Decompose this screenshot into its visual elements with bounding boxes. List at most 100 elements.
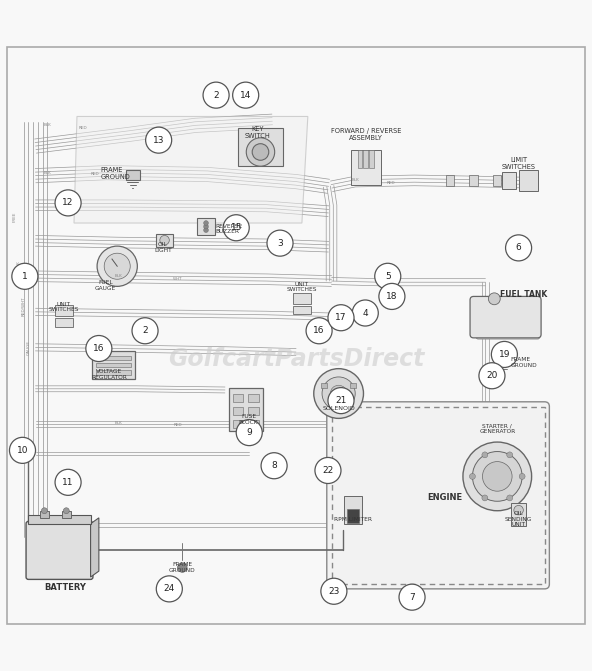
Text: WHT: WHT (173, 277, 182, 281)
Text: 5: 5 (385, 272, 391, 280)
Text: BATTERY: BATTERY (44, 582, 86, 592)
Bar (248, 393, 259, 402)
Bar (197, 217, 215, 236)
Bar (92, 351, 135, 379)
Text: 16: 16 (93, 344, 105, 353)
Text: 1: 1 (22, 272, 28, 280)
Text: VOLTAGE
REGULATOR: VOLTAGE REGULATOR (92, 369, 127, 380)
Text: 9: 9 (246, 428, 252, 437)
Text: STARTER /
GENERATOR: STARTER / GENERATOR (479, 423, 516, 434)
Bar (238, 128, 283, 166)
Bar (363, 150, 368, 168)
Bar (233, 407, 243, 415)
Text: OIL
SENDING
UNIT: OIL SENDING UNIT (505, 511, 532, 527)
Text: GolfcartPartsDirect: GolfcartPartsDirect (168, 347, 424, 371)
Text: FRAME
GROUND: FRAME GROUND (169, 562, 195, 573)
Circle shape (399, 584, 425, 610)
Text: 18: 18 (386, 292, 398, 301)
Bar (498, 354, 511, 363)
Circle shape (55, 190, 81, 216)
Bar (293, 293, 311, 304)
Bar (502, 172, 516, 189)
Bar (351, 150, 381, 185)
Bar (248, 407, 259, 415)
Text: 10: 10 (17, 446, 28, 455)
Text: 13: 13 (153, 136, 165, 145)
Text: BLK: BLK (43, 123, 52, 127)
Text: 14: 14 (240, 91, 252, 100)
Text: 21: 21 (335, 396, 347, 405)
Text: BLK: BLK (114, 274, 123, 278)
Bar (55, 305, 73, 316)
Circle shape (160, 236, 169, 245)
Circle shape (506, 235, 532, 261)
Text: 2: 2 (213, 91, 219, 100)
Text: BLK: BLK (114, 421, 123, 425)
Circle shape (63, 508, 69, 514)
Text: OIL
LIGHT: OIL LIGHT (154, 242, 172, 253)
Circle shape (328, 388, 354, 413)
Circle shape (330, 385, 347, 402)
FancyBboxPatch shape (476, 303, 540, 339)
Circle shape (479, 363, 505, 389)
Polygon shape (74, 117, 308, 223)
Circle shape (314, 368, 363, 419)
Circle shape (488, 293, 500, 305)
Bar (96, 370, 131, 374)
Circle shape (472, 452, 522, 501)
Text: 6: 6 (516, 244, 522, 252)
Text: 2: 2 (142, 326, 148, 336)
Circle shape (204, 221, 208, 225)
Text: RED: RED (387, 180, 395, 185)
Text: RPM LIMITER: RPM LIMITER (334, 517, 372, 521)
Circle shape (236, 419, 262, 446)
Bar (446, 175, 454, 186)
Bar (229, 389, 263, 431)
Bar (347, 509, 359, 523)
Circle shape (146, 127, 172, 153)
Text: BLK: BLK (43, 170, 52, 174)
Circle shape (328, 305, 354, 331)
Text: FRAME
GROUND: FRAME GROUND (510, 358, 537, 368)
Text: 8: 8 (271, 461, 277, 470)
Bar (156, 234, 173, 247)
Circle shape (203, 82, 229, 108)
FancyBboxPatch shape (470, 297, 541, 338)
Text: RED/WHT: RED/WHT (22, 296, 25, 316)
Circle shape (469, 474, 475, 479)
Text: 24: 24 (163, 584, 175, 593)
Polygon shape (91, 518, 99, 577)
Circle shape (315, 458, 341, 484)
Bar (96, 356, 131, 360)
Circle shape (104, 253, 130, 279)
Circle shape (491, 342, 517, 368)
Circle shape (321, 578, 347, 605)
Bar (350, 383, 356, 388)
Circle shape (507, 495, 513, 501)
Bar (248, 419, 259, 428)
Bar (332, 407, 545, 584)
Text: ENGINE: ENGINE (427, 493, 463, 502)
Text: RED: RED (173, 423, 182, 427)
Circle shape (97, 246, 137, 287)
Circle shape (519, 474, 525, 479)
Text: UNIT
SWITCHES: UNIT SWITCHES (49, 302, 79, 313)
Bar (40, 511, 49, 518)
Circle shape (322, 377, 355, 410)
Circle shape (482, 462, 512, 491)
Bar (233, 419, 243, 428)
Text: 7: 7 (409, 592, 415, 602)
Circle shape (156, 576, 182, 602)
Circle shape (86, 336, 112, 362)
Circle shape (41, 508, 47, 514)
Bar (469, 175, 478, 186)
Circle shape (261, 453, 287, 479)
Text: KEY
SWITCH: KEY SWITCH (244, 126, 271, 139)
Text: 17: 17 (335, 313, 347, 322)
Circle shape (132, 318, 158, 344)
FancyBboxPatch shape (327, 402, 549, 589)
Text: 4: 4 (362, 309, 368, 317)
Bar (96, 363, 131, 368)
Bar (55, 318, 73, 327)
Text: 23: 23 (328, 586, 340, 596)
